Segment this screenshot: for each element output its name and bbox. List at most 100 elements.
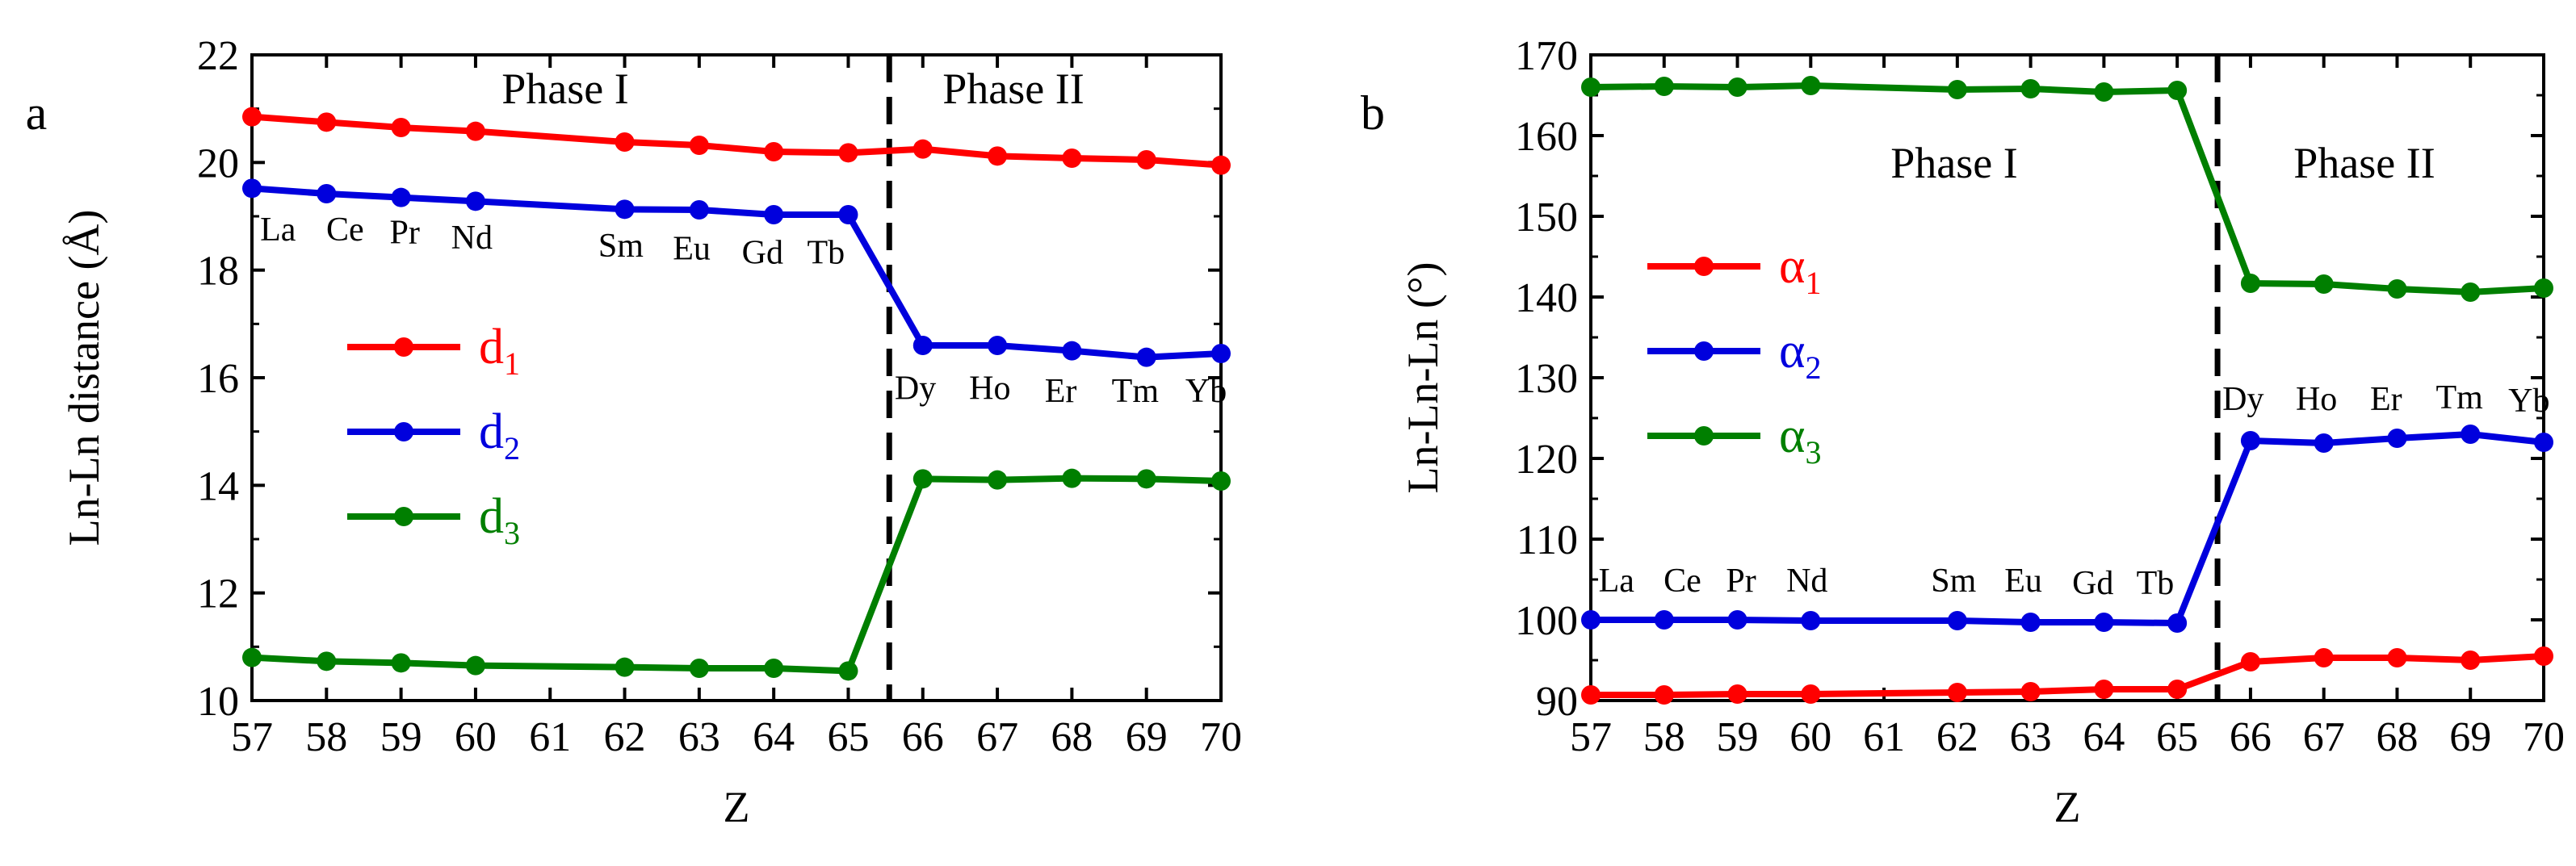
x-tick-label: 57 xyxy=(231,714,273,760)
data-point-a1 xyxy=(1727,684,1747,704)
element-label: Nd xyxy=(1786,563,1827,600)
legend-label: d2 xyxy=(479,404,520,466)
data-point-d3 xyxy=(615,657,635,677)
data-point-d1 xyxy=(242,107,262,127)
element-label: Pr xyxy=(390,214,420,251)
data-point-a3 xyxy=(1801,76,1821,95)
element-label: Er xyxy=(1045,373,1077,410)
data-point-a1 xyxy=(2020,682,2041,701)
element-label: Ce xyxy=(326,211,364,249)
panel-b: 57 58 59 60 61 62 63 64 65 66 67 68 69 70 90 100 110 120 1… xyxy=(1361,33,2565,831)
data-point-a1 xyxy=(1947,683,1967,702)
data-point-d3 xyxy=(913,469,933,489)
legend-label: d1 xyxy=(479,320,520,382)
data-point-a2 xyxy=(2461,425,2481,444)
data-point-a2 xyxy=(2167,613,2188,633)
data-point-d1 xyxy=(1062,149,1082,168)
element-label: Dy xyxy=(895,370,936,408)
element-label: Gd xyxy=(742,235,783,272)
x-tick-label: 63 xyxy=(2010,714,2052,760)
y-tick-label: 110 xyxy=(1517,517,1578,563)
x-tick-label: 61 xyxy=(1863,714,1905,760)
data-point-a1 xyxy=(1654,685,1674,705)
x-axis-label: Z xyxy=(724,783,750,831)
phase-label-1: Phase I xyxy=(1890,139,2017,187)
data-point-a3 xyxy=(2240,274,2260,293)
y-tick-label: 12 xyxy=(197,571,239,617)
legend-marker xyxy=(394,422,413,441)
element-label: Tb xyxy=(2137,565,2175,602)
element-label: Gd xyxy=(2072,565,2113,602)
x-tick-label: 57 xyxy=(1570,714,1612,760)
element-label: Eu xyxy=(673,230,711,267)
data-point-d2 xyxy=(988,336,1008,355)
legend-marker xyxy=(394,337,413,357)
x-tick-label: 60 xyxy=(1789,714,1831,760)
y-tick-label: 22 xyxy=(197,33,239,79)
data-point-a1 xyxy=(1801,684,1821,704)
data-point-d3 xyxy=(242,647,262,667)
element-label: Tb xyxy=(807,235,845,272)
element-label: Sm xyxy=(598,228,644,265)
data-point-d3 xyxy=(391,653,411,673)
data-point-d1 xyxy=(1136,150,1156,169)
element-label: Ce xyxy=(1663,563,1701,600)
data-point-d1 xyxy=(317,112,337,132)
panel-a: 57 58 59 60 61 62 63 64 65 66 67 68 69 70 10 12 14 16 18 20… xyxy=(26,33,1242,831)
y-tick-label: 18 xyxy=(197,249,239,295)
data-point-a1 xyxy=(2240,652,2260,671)
element-label: Tm xyxy=(2435,379,2483,416)
data-point-d2 xyxy=(317,184,337,203)
data-point-d3 xyxy=(689,659,709,678)
data-point-d1 xyxy=(391,118,411,137)
x-tick-label: 70 xyxy=(1200,714,1242,760)
data-point-d2 xyxy=(689,200,709,220)
data-point-d3 xyxy=(988,470,1008,490)
series-line-a3 xyxy=(1590,82,2545,295)
x-tick-label: 63 xyxy=(678,714,720,760)
data-point-a2 xyxy=(1801,611,1821,630)
data-point-a1 xyxy=(2167,680,2188,699)
data-point-d2 xyxy=(1062,341,1082,361)
legend-label: α2 xyxy=(1779,324,1821,386)
y-tick-label: 20 xyxy=(197,140,239,186)
legend-marker xyxy=(1694,341,1714,361)
data-point-d3 xyxy=(465,655,485,676)
data-point-a2 xyxy=(2387,429,2407,448)
x-tick-label: 66 xyxy=(2230,714,2272,760)
legend-marker xyxy=(1694,426,1714,446)
y-tick-label: 160 xyxy=(1515,114,1578,160)
x-tick-label: 61 xyxy=(529,714,571,760)
element-label: Pr xyxy=(1726,563,1756,600)
y-tick-label: 130 xyxy=(1515,356,1578,402)
phase-label-2: Phase II xyxy=(2293,139,2435,187)
x-tick-label: 67 xyxy=(2303,714,2345,760)
x-tick-label: 68 xyxy=(1051,714,1093,760)
data-point-a2 xyxy=(1581,610,1601,630)
y-tick-label: 90 xyxy=(1536,679,1578,725)
data-point-a1 xyxy=(2461,651,2481,670)
legend-marker xyxy=(394,507,413,526)
x-tick-label: 62 xyxy=(604,714,646,760)
data-point-d1 xyxy=(615,132,635,152)
data-point-a3 xyxy=(2387,279,2407,299)
panel-label: b xyxy=(1361,86,1385,140)
x-tick-label: 66 xyxy=(902,714,944,760)
legend-label: α1 xyxy=(1779,239,1821,301)
element-label: Ho xyxy=(2296,381,2337,418)
data-point-d1 xyxy=(838,143,858,163)
y-tick-label: 14 xyxy=(197,463,239,509)
data-point-a3 xyxy=(2020,79,2041,98)
x-tick-label: 64 xyxy=(2083,714,2125,760)
data-point-a3 xyxy=(2314,274,2334,294)
x-tick-label: 58 xyxy=(305,714,347,760)
x-tick-label: 58 xyxy=(1643,714,1685,760)
data-point-d1 xyxy=(913,139,933,159)
data-point-a1 xyxy=(2314,648,2334,667)
data-point-a2 xyxy=(1654,610,1674,630)
data-point-d2 xyxy=(615,199,635,220)
x-tick-label: 67 xyxy=(976,714,1018,760)
data-point-a3 xyxy=(2094,82,2114,102)
phase-label-2: Phase II xyxy=(942,65,1084,113)
y-tick-label: 150 xyxy=(1515,195,1578,241)
